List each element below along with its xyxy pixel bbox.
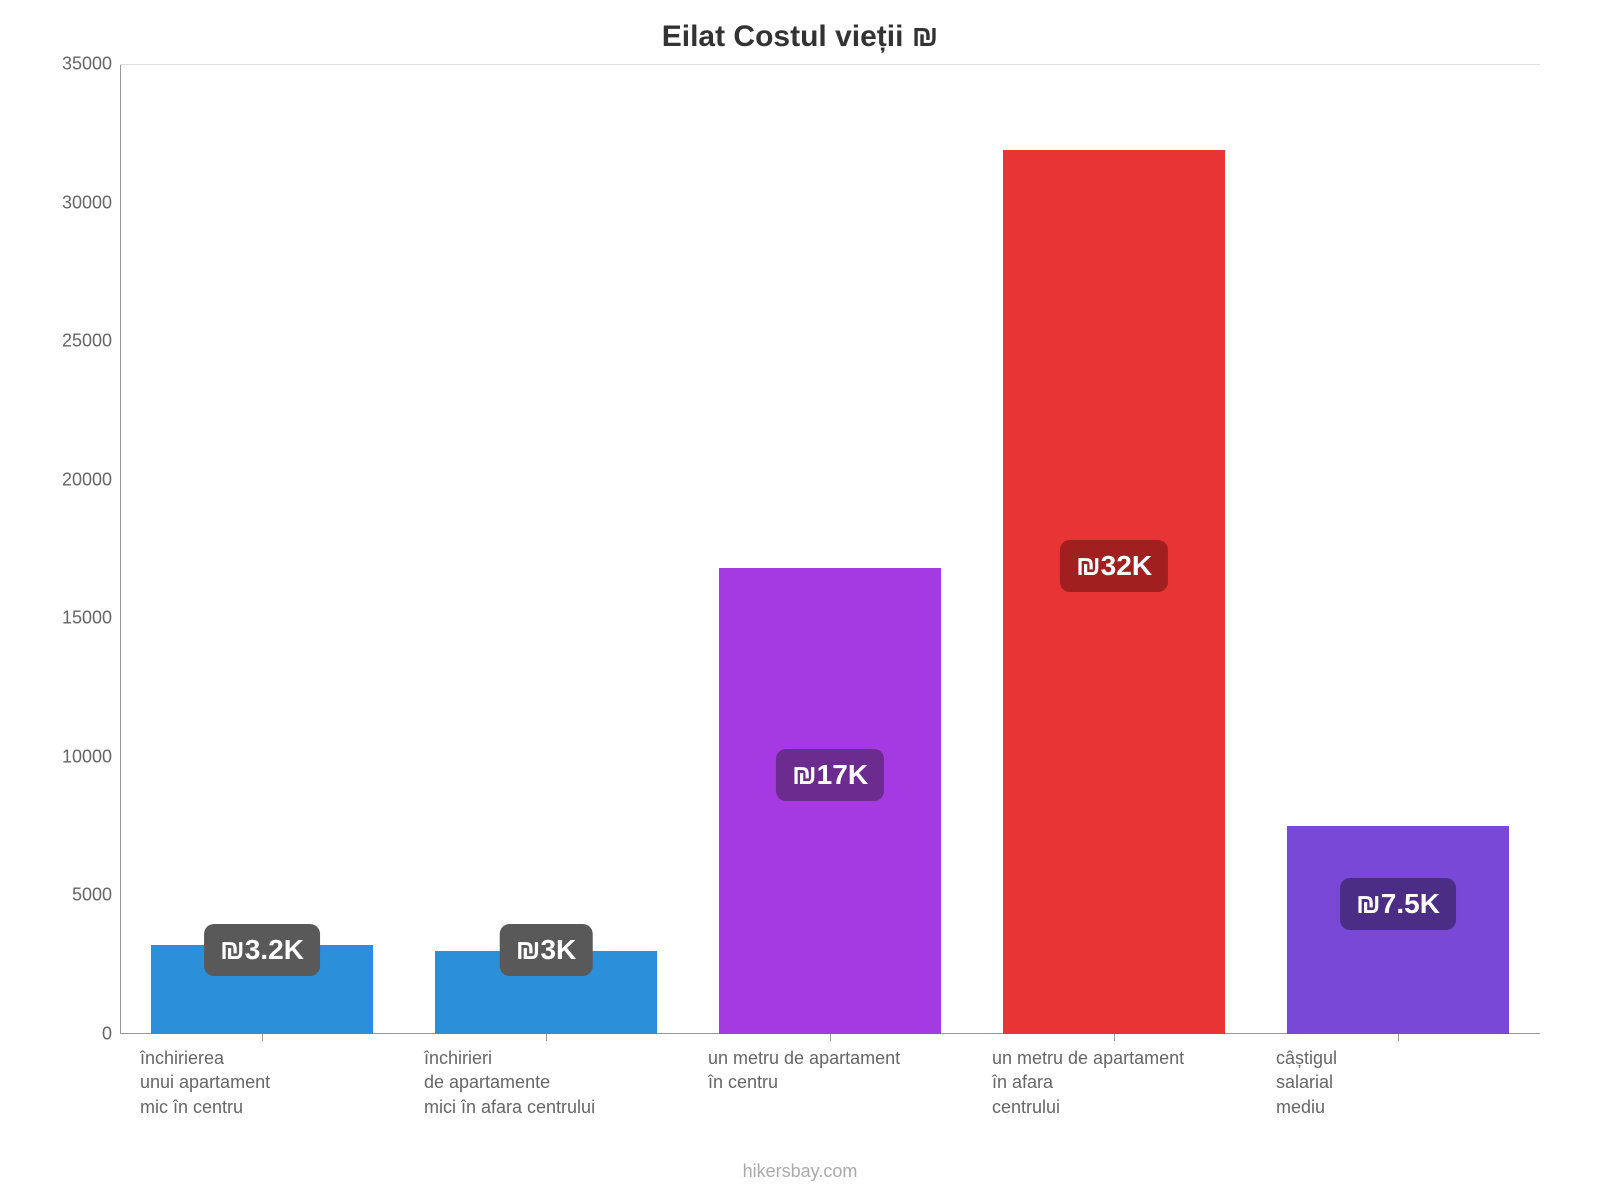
x-tick bbox=[1398, 1034, 1399, 1041]
bars-area: ₪3.2K ₪3K ₪17K ₪32K ₪7.5K bbox=[120, 64, 1540, 1034]
chart-title: Eilat Costul vieții ₪ bbox=[50, 20, 1550, 54]
y-tick-label: 10000 bbox=[62, 746, 112, 767]
x-axis-label: un metru de apartament în afara centrulu… bbox=[992, 1046, 1266, 1119]
x-tick bbox=[1114, 1034, 1115, 1041]
cost-of-living-chart: Eilat Costul vieții ₪ 0 5000 10000 15000 200… bbox=[50, 20, 1550, 1140]
bar-value-badge: ₪32K bbox=[1060, 540, 1168, 592]
bar-value-badge: ₪3K bbox=[500, 924, 593, 976]
x-axis-label: câștigul salarial mediu bbox=[1276, 1046, 1550, 1119]
y-tick-label: 35000 bbox=[62, 54, 112, 75]
bar-slot: ₪3.2K bbox=[120, 64, 404, 1034]
x-tick bbox=[546, 1034, 547, 1041]
y-tick-label: 0 bbox=[102, 1024, 112, 1045]
bar-slot: ₪32K bbox=[972, 64, 1256, 1034]
y-tick-label: 30000 bbox=[62, 192, 112, 213]
x-axis-label: închirieri de apartamente mici în afara … bbox=[424, 1046, 698, 1119]
y-axis: 05000100001500020000250003000035000 bbox=[50, 64, 120, 1034]
y-tick-label: 20000 bbox=[62, 469, 112, 490]
x-tick bbox=[830, 1034, 831, 1041]
bar-slot: ₪3K bbox=[404, 64, 688, 1034]
bar-slot: ₪17K bbox=[688, 64, 972, 1034]
bar-value-badge: ₪3.2K bbox=[204, 924, 320, 976]
plot-area: 05000100001500020000250003000035000 ₪3.2… bbox=[50, 64, 1550, 1034]
bar bbox=[719, 568, 941, 1034]
y-tick-label: 25000 bbox=[62, 331, 112, 352]
bar-value-badge: ₪7.5K bbox=[1340, 878, 1456, 930]
y-tick-label: 15000 bbox=[62, 608, 112, 629]
bar-slot: ₪7.5K bbox=[1256, 64, 1540, 1034]
attribution: hikersbay.com bbox=[0, 1161, 1600, 1182]
x-axis-labels: închirierea unui apartament mic în centr… bbox=[50, 1046, 1550, 1146]
bar-value-badge: ₪17K bbox=[776, 749, 884, 801]
x-axis-label: un metru de apartament în centru bbox=[708, 1046, 982, 1095]
bar bbox=[1287, 826, 1509, 1034]
y-tick-label: 5000 bbox=[72, 885, 112, 906]
x-axis-label: închirierea unui apartament mic în centr… bbox=[140, 1046, 414, 1119]
x-tick bbox=[262, 1034, 263, 1041]
